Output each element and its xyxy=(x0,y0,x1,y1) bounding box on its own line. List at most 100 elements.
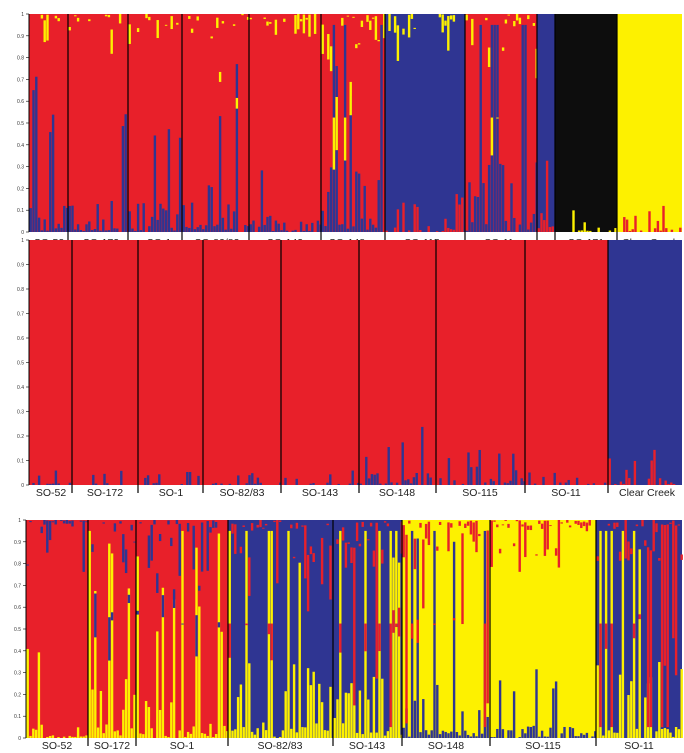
individual-bar xyxy=(248,557,251,596)
individual-bar xyxy=(232,24,236,26)
individual-bar xyxy=(94,593,97,638)
individual-bar xyxy=(94,590,97,738)
individual-bar xyxy=(305,17,308,20)
individual-bar xyxy=(65,520,69,524)
individual-bar xyxy=(339,623,342,653)
individual-bar xyxy=(450,731,453,738)
individual-bar xyxy=(527,15,530,20)
individual-bar xyxy=(279,482,282,485)
individual-bar xyxy=(415,473,418,485)
individual-bar xyxy=(436,546,439,551)
individual-bar xyxy=(192,525,195,570)
individual-bar xyxy=(439,478,442,485)
individual-bar xyxy=(533,483,537,485)
individual-bar xyxy=(358,690,362,738)
individual-bar xyxy=(79,736,83,738)
individual-bar xyxy=(336,539,339,544)
individual-bar xyxy=(529,726,533,738)
y-tick-label: 1 xyxy=(21,238,24,244)
individual-bar xyxy=(383,735,387,738)
individual-bar xyxy=(419,522,422,528)
individual-bar xyxy=(427,226,430,232)
individual-bar xyxy=(216,17,219,28)
individual-bar xyxy=(357,482,360,485)
individual-bar xyxy=(304,727,307,738)
individual-bar xyxy=(529,525,533,531)
individual-bar xyxy=(672,736,675,738)
individual-bar xyxy=(680,669,683,738)
individual-bar xyxy=(297,14,300,30)
individual-bar xyxy=(264,730,268,738)
bar-dominant-red xyxy=(29,240,72,485)
individual-bar xyxy=(150,524,153,561)
individual-bar xyxy=(638,549,641,738)
individual-bar xyxy=(350,683,353,738)
individual-bar xyxy=(262,527,265,529)
individual-bar xyxy=(54,520,57,525)
individual-bar xyxy=(136,28,140,32)
individual-bar xyxy=(535,669,538,738)
individual-bar xyxy=(501,47,505,51)
individual-bar xyxy=(332,117,336,170)
individual-bar xyxy=(535,554,538,556)
individual-bar xyxy=(178,523,181,576)
individual-bar xyxy=(571,728,575,738)
individual-bar xyxy=(635,728,639,738)
individual-bar xyxy=(486,530,489,704)
individual-bar xyxy=(360,218,364,232)
individual-bar xyxy=(641,520,644,527)
individual-bar xyxy=(144,701,148,738)
population-block xyxy=(88,520,136,738)
individual-bar xyxy=(196,16,199,21)
individual-bar xyxy=(363,185,366,232)
individual-bar xyxy=(680,554,683,560)
y-tick-label: 0.7 xyxy=(17,312,24,318)
individual-bar xyxy=(507,523,510,528)
individual-bar xyxy=(292,556,296,559)
individual-bar xyxy=(563,726,566,738)
population-block xyxy=(596,520,683,738)
y-tick-label: 0.1 xyxy=(17,208,24,214)
individual-bar xyxy=(526,726,530,738)
individual-bar xyxy=(618,551,622,561)
individual-bar xyxy=(60,227,63,232)
individual-bar xyxy=(256,728,259,738)
individual-bar xyxy=(359,483,362,485)
individual-bar xyxy=(57,483,60,485)
y-tick-label: 0.4 xyxy=(17,143,24,149)
individual-bar xyxy=(496,524,499,528)
individual-bar xyxy=(82,520,85,572)
individual-bar xyxy=(596,665,599,738)
individual-bar xyxy=(164,210,168,232)
individual-bar xyxy=(306,554,310,612)
y-tick-label: 0 xyxy=(21,483,24,489)
individual-bar xyxy=(207,185,211,232)
individual-bar xyxy=(447,458,451,485)
individual-bar xyxy=(206,735,209,738)
individual-bar xyxy=(309,685,313,738)
individual-bar xyxy=(29,735,32,738)
individual-bar xyxy=(218,71,222,82)
individual-bar xyxy=(241,14,244,16)
y-tick-label: 1 xyxy=(21,12,24,18)
individual-bar xyxy=(369,218,372,232)
individual-bar xyxy=(155,482,158,485)
individual-bar xyxy=(472,733,475,738)
individual-bar xyxy=(559,482,562,485)
individual-bar xyxy=(146,475,150,485)
individual-bar xyxy=(669,522,672,524)
individual-bar xyxy=(210,36,213,39)
individual-bar xyxy=(278,737,282,738)
individual-bar xyxy=(436,684,439,738)
individual-bar xyxy=(283,18,286,22)
individual-bar xyxy=(127,588,131,738)
individual-bar xyxy=(369,20,372,30)
individual-bar xyxy=(614,483,617,485)
individual-bar xyxy=(122,709,125,738)
individual-bar xyxy=(167,129,171,232)
individual-bar xyxy=(48,735,52,738)
individual-bar xyxy=(136,203,140,232)
individual-bar xyxy=(466,521,470,526)
individual-bar xyxy=(74,15,77,17)
individual-bar xyxy=(526,525,530,530)
